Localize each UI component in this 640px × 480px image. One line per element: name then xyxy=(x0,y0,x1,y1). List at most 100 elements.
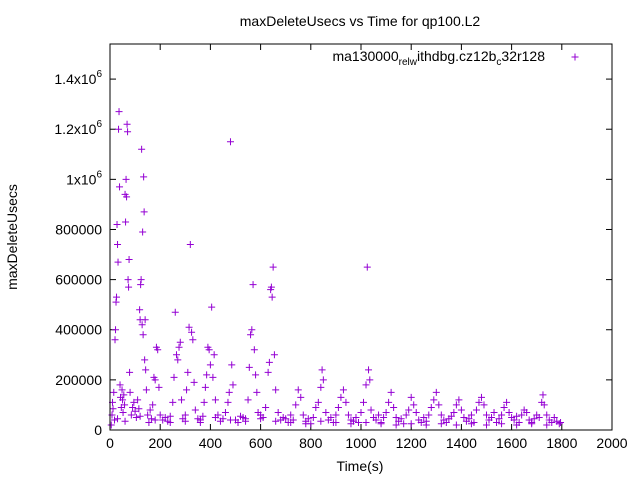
data-point xyxy=(354,418,362,426)
data-point xyxy=(126,368,134,376)
data-point xyxy=(435,401,443,409)
data-point xyxy=(226,416,234,424)
data-point xyxy=(292,401,300,409)
data-point xyxy=(115,125,123,133)
data-point xyxy=(253,388,261,396)
data-point xyxy=(209,373,217,381)
data-point xyxy=(460,413,468,421)
data-point xyxy=(203,371,211,379)
data-point xyxy=(365,366,373,374)
data-point xyxy=(268,293,276,301)
data-point xyxy=(129,403,137,411)
data-point xyxy=(372,416,380,424)
data-point xyxy=(140,208,148,216)
data-point xyxy=(175,343,183,351)
data-point xyxy=(467,411,475,419)
data-point xyxy=(127,411,135,419)
data-point xyxy=(493,418,501,426)
data-point xyxy=(252,371,260,379)
data-point xyxy=(176,338,184,346)
data-point xyxy=(169,398,177,406)
data-point xyxy=(205,346,213,354)
data-point xyxy=(181,417,189,425)
data-point xyxy=(432,388,440,396)
data-point xyxy=(131,407,139,415)
x-tick-label: 600 xyxy=(249,435,273,451)
data-point xyxy=(186,241,194,249)
data-point xyxy=(122,175,130,183)
data-point xyxy=(427,403,435,411)
data-point xyxy=(118,386,126,394)
data-point xyxy=(442,418,450,426)
data-point xyxy=(221,408,229,416)
data-point xyxy=(190,378,198,386)
data-point xyxy=(137,276,145,284)
data-point xyxy=(528,420,536,428)
data-point xyxy=(480,401,488,409)
data-point xyxy=(120,391,128,399)
data-point xyxy=(113,293,121,301)
data-point xyxy=(116,381,124,389)
data-point xyxy=(228,361,236,369)
x-tick-label: 2000 xyxy=(596,435,627,451)
data-point xyxy=(109,405,117,413)
data-point xyxy=(111,416,119,424)
data-point xyxy=(149,401,157,409)
data-point xyxy=(302,420,310,428)
data-point xyxy=(112,298,120,306)
data-point xyxy=(420,413,428,421)
data-point xyxy=(543,411,551,419)
data-point xyxy=(229,381,237,389)
data-point xyxy=(465,415,473,423)
data-point xyxy=(548,418,556,426)
data-point xyxy=(352,413,360,421)
data-point xyxy=(265,358,273,366)
data-point xyxy=(425,411,433,419)
data-point xyxy=(124,128,132,136)
data-points xyxy=(107,108,565,429)
data-point xyxy=(505,408,513,416)
data-point xyxy=(115,108,123,116)
data-point xyxy=(312,403,320,411)
data-point xyxy=(171,308,179,316)
data-point xyxy=(156,411,164,419)
data-point xyxy=(550,413,558,421)
data-point xyxy=(189,336,197,344)
data-point xyxy=(437,411,445,419)
y-tick-label: 800000 xyxy=(55,221,102,237)
data-point xyxy=(141,316,149,324)
data-point xyxy=(322,408,330,416)
data-point xyxy=(467,420,475,428)
data-point xyxy=(166,412,174,420)
data-point xyxy=(219,415,227,423)
data-point xyxy=(362,381,370,389)
data-point xyxy=(430,396,438,404)
data-point xyxy=(111,336,119,344)
data-point xyxy=(114,241,122,249)
data-point xyxy=(124,276,132,284)
data-point xyxy=(498,420,506,428)
data-point xyxy=(513,412,521,420)
data-point xyxy=(147,415,155,423)
data-point xyxy=(488,413,496,421)
data-point xyxy=(234,418,242,426)
data-point xyxy=(114,258,122,266)
data-point xyxy=(262,403,270,411)
data-point xyxy=(407,420,415,428)
data-point xyxy=(417,418,425,426)
data-point xyxy=(498,411,506,419)
data-point xyxy=(199,412,207,420)
data-point xyxy=(119,408,127,416)
data-point xyxy=(447,412,455,420)
data-point xyxy=(121,401,129,409)
data-point xyxy=(139,331,147,339)
data-point xyxy=(173,351,181,359)
data-point xyxy=(226,138,234,146)
data-point xyxy=(139,228,147,236)
data-point xyxy=(145,418,153,426)
data-point xyxy=(455,396,463,404)
data-point xyxy=(136,306,144,314)
data-point xyxy=(170,373,178,381)
data-point xyxy=(206,361,214,369)
